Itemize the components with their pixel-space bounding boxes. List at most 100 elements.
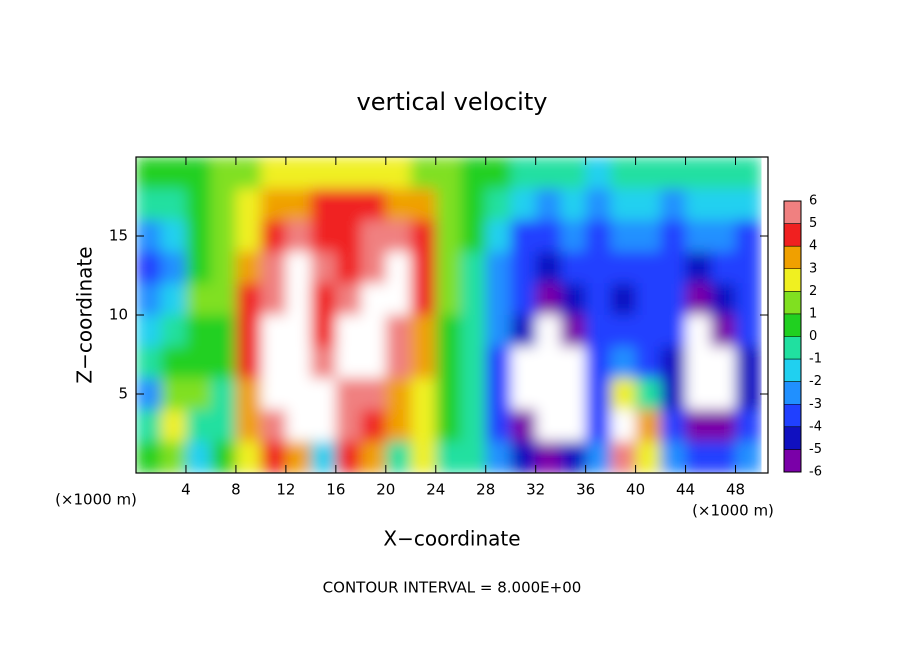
cell	[735, 251, 762, 284]
x-tick-label: 4	[181, 481, 191, 499]
cell	[235, 283, 262, 316]
cell	[485, 378, 512, 411]
cell	[735, 409, 762, 442]
cell	[410, 251, 437, 284]
cell	[360, 378, 387, 411]
cell	[635, 409, 662, 442]
cell	[560, 220, 587, 253]
cell	[335, 378, 362, 411]
colorbar-tick-label: -1	[809, 352, 822, 367]
cell	[585, 378, 612, 411]
cell	[710, 441, 737, 473]
cell	[560, 378, 587, 411]
cell	[485, 188, 512, 221]
cell	[335, 441, 362, 473]
cell	[460, 315, 487, 348]
x-tick-label: 40	[626, 481, 645, 499]
cell	[460, 346, 487, 379]
cell	[710, 315, 737, 348]
cell	[660, 283, 687, 316]
cell	[285, 283, 312, 316]
cell	[310, 251, 337, 284]
cell	[710, 378, 737, 411]
cell	[485, 283, 512, 316]
cell	[360, 283, 387, 316]
cell	[535, 251, 562, 284]
cell	[385, 220, 412, 253]
colorbar-tick-label: 3	[809, 261, 817, 276]
colorbar-tick-label: 0	[809, 329, 817, 344]
colorbar-swatch	[784, 449, 801, 473]
cell	[185, 220, 212, 253]
cell	[435, 188, 462, 221]
cell	[485, 409, 512, 442]
cell	[685, 283, 712, 316]
cell	[510, 315, 537, 348]
y-tick-label: 5	[118, 385, 128, 403]
axes: 4 8 12 16 20 24 28 32 36 40 44 4851015-6-5-4-3-2-10…	[109, 156, 822, 499]
cell	[310, 188, 337, 221]
colorbar-tick-label: 4	[809, 239, 817, 254]
cell	[310, 378, 337, 411]
cell	[235, 409, 262, 442]
cell	[635, 188, 662, 221]
cell	[635, 220, 662, 253]
cell	[185, 315, 212, 348]
colorbar-tick-label: 6	[809, 194, 817, 209]
cell	[735, 157, 762, 190]
x-axis-label: X−coordinate	[383, 527, 520, 551]
x-tick-label: 16	[326, 481, 345, 499]
cell	[235, 251, 262, 284]
cell	[610, 188, 637, 221]
cell	[460, 220, 487, 253]
cell	[635, 346, 662, 379]
cell	[560, 188, 587, 221]
cell	[585, 441, 612, 473]
cell	[235, 220, 262, 253]
cell	[610, 315, 637, 348]
cell	[210, 315, 237, 348]
cell	[210, 346, 237, 379]
cell	[435, 157, 462, 190]
cell	[535, 409, 562, 442]
cell	[535, 220, 562, 253]
cell	[360, 346, 387, 379]
cell	[660, 409, 687, 442]
colorbar-swatch	[784, 246, 801, 270]
heatmap	[136, 157, 762, 473]
cell	[735, 346, 762, 379]
cell	[510, 157, 537, 190]
cell	[185, 441, 212, 473]
cell	[485, 157, 512, 190]
cell	[310, 283, 337, 316]
cell	[410, 441, 437, 473]
cell	[685, 220, 712, 253]
cell	[260, 188, 287, 221]
cell	[210, 283, 237, 316]
cell	[485, 315, 512, 348]
colorbar-swatch	[784, 359, 801, 382]
x-tick-label: 20	[376, 481, 395, 499]
cell	[385, 157, 412, 190]
cell	[310, 441, 337, 473]
cell	[510, 378, 537, 411]
x-tick-label: 32	[526, 481, 545, 499]
cell	[385, 315, 412, 348]
cell	[735, 188, 762, 221]
cell	[410, 188, 437, 221]
cell	[435, 251, 462, 284]
cell	[660, 315, 687, 348]
cell	[136, 188, 162, 221]
y-tick-label: 10	[109, 306, 128, 324]
cell	[435, 346, 462, 379]
cell	[160, 220, 187, 253]
cell	[535, 315, 562, 348]
cell	[210, 441, 237, 473]
cell	[560, 157, 587, 190]
cell	[310, 220, 337, 253]
cell	[360, 251, 387, 284]
cell	[160, 441, 187, 473]
cell	[610, 283, 637, 316]
cell	[385, 378, 412, 411]
cell	[610, 378, 637, 411]
